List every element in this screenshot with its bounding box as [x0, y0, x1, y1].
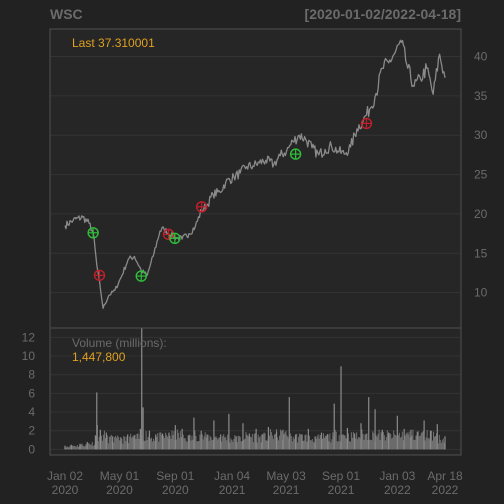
date-tick-label: May 03 [266, 469, 306, 483]
date-tick-label: Apr 18 [427, 469, 463, 483]
price-tick-label: 10 [474, 286, 488, 300]
sell-signal-marker [360, 117, 373, 130]
volume-axis-ticks: 0 2 4 6 8 10 12 [22, 330, 36, 456]
volume-tick-label: 12 [22, 330, 36, 344]
volume-tick-label: 4 [28, 405, 35, 419]
volume-label: Volume (millions): [72, 336, 167, 350]
buy-signal-marker [87, 227, 99, 239]
volume-tick-label: 6 [28, 386, 35, 400]
buy-signal-marker [135, 270, 147, 282]
chart-title: WSC [50, 6, 83, 22]
price-tick-label: 35 [474, 89, 488, 103]
date-tick-year: 2021 [219, 483, 246, 497]
volume-panel: 0 2 4 6 8 10 12 Volume (millions): 1,447,800 [22, 327, 462, 456]
price-line [64, 39, 446, 309]
price-axis-ticks: 10 15 20 25 30 35 40 [474, 50, 488, 300]
price-tick-label: 40 [474, 50, 488, 64]
volume-tick-label: 10 [22, 349, 36, 363]
price-tick-label: 30 [474, 128, 488, 142]
volume-tick-label: 2 [28, 424, 35, 438]
date-tick-label: Sep 01 [156, 469, 194, 483]
price-panel: 10 15 20 25 30 35 40 Last 37.310001 [49, 28, 488, 329]
price-tick-label: 20 [474, 207, 488, 221]
date-tick-year: 2021 [273, 483, 300, 497]
volume-last-value: 1,447,800 [72, 350, 126, 364]
volume-panel-frame [49, 327, 462, 456]
date-tick-label: Sep 01 [322, 469, 360, 483]
buy-signal-marker [169, 232, 181, 245]
volume-tick-label: 0 [28, 442, 35, 456]
date-tick-year: 2020 [106, 483, 133, 497]
price-tick-label: 15 [474, 246, 488, 260]
price-panel-background [50, 29, 461, 328]
date-tick-year: 2022 [384, 483, 411, 497]
date-range-label: [2020-01-02/2022-04-18] [305, 6, 461, 22]
sell-signal-marker [195, 201, 208, 213]
date-tick-label: May 01 [100, 469, 140, 483]
date-tick-label: Jan 03 [379, 469, 415, 483]
signal-markers [87, 117, 373, 282]
volume-bars [64, 328, 446, 450]
price-tick-label: 25 [474, 168, 488, 182]
date-tick-label: Jan 04 [214, 469, 250, 483]
buy-signal-marker [289, 148, 302, 160]
volume-tick-label: 8 [28, 368, 35, 382]
date-tick-year: 2020 [162, 483, 189, 497]
sell-signal-marker [93, 269, 106, 281]
last-price-label: Last 37.310001 [72, 36, 155, 50]
date-tick-year: 2020 [52, 483, 79, 497]
date-tick-label: Jan 02 [47, 469, 83, 483]
date-tick-year: 2022 [432, 483, 459, 497]
date-tick-year: 2021 [328, 483, 355, 497]
